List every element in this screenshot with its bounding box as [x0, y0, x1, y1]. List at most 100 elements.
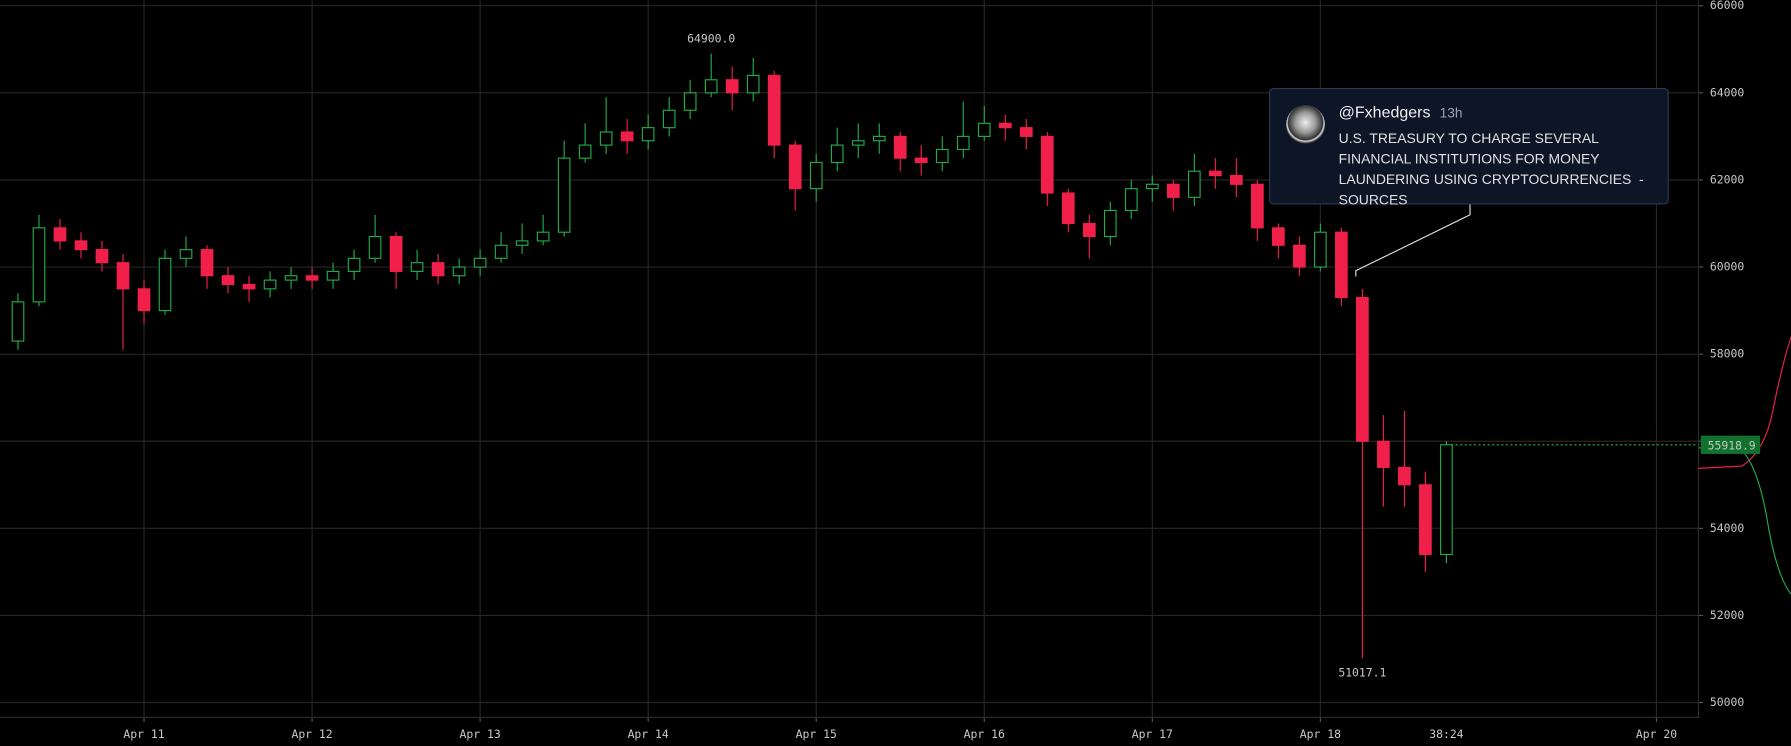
candle-body [998, 122, 1012, 129]
candle-body [683, 92, 697, 111]
depth-ask-curve [1698, 336, 1791, 469]
tweet-handle: @Fxhedgers [1338, 102, 1431, 122]
candle-body [1061, 192, 1075, 225]
candle-body [1314, 231, 1327, 268]
y-tick-label: 62000 [1710, 172, 1744, 186]
x-tick-label: Apr 18 [1300, 727, 1341, 741]
candle-body [1145, 183, 1159, 190]
x-tick-label: Apr 12 [291, 727, 332, 741]
last-price-label: 55918.9 [1708, 438, 1756, 452]
candle-body [1335, 231, 1348, 299]
candle-body [242, 283, 256, 290]
candle-body [1398, 466, 1411, 486]
candle-body [1187, 170, 1201, 198]
candle-body [1124, 188, 1138, 211]
avatar [1286, 105, 1325, 144]
y-tick-label: 52000 [1710, 608, 1744, 622]
candle-body [767, 74, 781, 146]
candle-body [1251, 183, 1264, 229]
last-price-box [1700, 435, 1761, 454]
candle-body [74, 240, 88, 251]
candle-body [1103, 209, 1117, 238]
candle-body [557, 157, 571, 233]
candle-body [536, 231, 550, 242]
candle-body [1229, 175, 1243, 185]
candle-body [725, 79, 739, 94]
candle-body [53, 227, 67, 242]
candle-body [788, 144, 802, 190]
candle-body [284, 275, 298, 281]
candle-body [410, 262, 424, 272]
y-tick-label: 64000 [1710, 85, 1744, 99]
candle-body [830, 144, 844, 164]
candle-body [1082, 222, 1096, 238]
candles [11, 53, 1453, 659]
candle-body [95, 249, 109, 264]
tweet-age: 13h [1439, 105, 1463, 122]
candle-body [809, 161, 823, 190]
candle-body [221, 275, 235, 286]
candle-body [662, 109, 676, 129]
candle-body [515, 240, 529, 246]
candle-body [746, 74, 760, 94]
candle-body [1419, 484, 1432, 556]
candle-body [431, 262, 445, 277]
countdown: 38:24 [1429, 727, 1463, 741]
extreme-label: 64900.0 [687, 31, 735, 45]
candle-body [368, 235, 382, 259]
x-tick-label: Apr 20 [1636, 727, 1677, 741]
tweet-card-holder: @Fxhedgers 13h U.S. TREASURY TO CHARGE SE… [1269, 88, 1669, 206]
labels: 5000052000540005600058000600006200064000… [123, 0, 1761, 741]
y-tick-label: 50000 [1710, 695, 1744, 709]
candle-body [389, 235, 403, 272]
candle-body [893, 135, 907, 159]
candle-body [494, 244, 508, 259]
candle-body [977, 122, 991, 137]
candle-body [1166, 183, 1180, 198]
candle-body [956, 135, 970, 151]
candle-body [914, 157, 928, 164]
y-tick-label: 60000 [1710, 260, 1744, 274]
tweet-card[interactable]: @Fxhedgers 13h U.S. TREASURY TO CHARGE SE… [1269, 88, 1669, 206]
depth-bid-curve [1698, 447, 1791, 595]
candle-body [1440, 444, 1453, 556]
candle-body [11, 301, 25, 342]
candle-body [347, 257, 361, 272]
extreme-label: 51017.1 [1338, 666, 1386, 680]
y-tick-label: 54000 [1710, 521, 1744, 535]
tweet-header: @Fxhedgers 13h [1339, 103, 1463, 121]
candle-body [704, 79, 718, 94]
y-tick-label: 66000 [1710, 0, 1744, 12]
candle-body [263, 279, 277, 290]
candle-body [1293, 244, 1306, 268]
tweet-text: U.S. TREASURY TO CHARGE SEVERAL FINANCIA… [1338, 130, 1644, 206]
candle-body [620, 131, 634, 142]
x-tick-label: Apr 13 [460, 727, 501, 741]
candle-body [641, 127, 655, 142]
candle-body [473, 257, 487, 268]
candle-body [452, 266, 466, 277]
candle-body [1208, 170, 1222, 177]
candle-body [179, 249, 193, 259]
candle-body [1272, 227, 1285, 246]
y-tick-label: 58000 [1710, 347, 1744, 361]
candle-body [200, 249, 214, 277]
x-tick-label: Apr 16 [964, 727, 1005, 741]
callout-connector [1355, 203, 1471, 277]
candle-body [872, 135, 886, 142]
candle-body [137, 288, 151, 312]
candle-body [1377, 440, 1390, 468]
candle-body [158, 257, 172, 312]
x-tick-label: Apr 17 [1132, 727, 1173, 741]
candle-body [1019, 127, 1033, 137]
candle-body [1356, 296, 1369, 442]
candle-body [305, 275, 319, 281]
candle-body [851, 140, 865, 146]
x-tick-label: Apr 14 [628, 727, 669, 741]
candle-body [326, 270, 340, 281]
candle-body [1040, 135, 1054, 194]
x-tick-label: Apr 11 [123, 727, 164, 741]
candle-body [32, 227, 46, 303]
